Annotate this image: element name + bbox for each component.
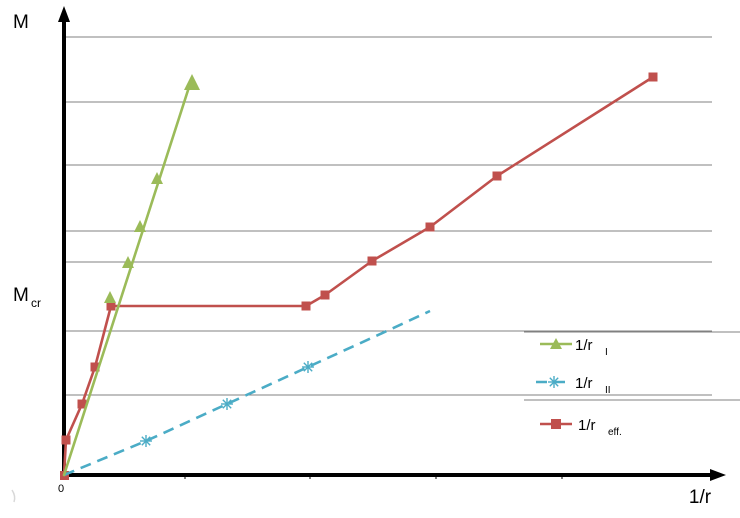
data-point-marker: [320, 290, 330, 300]
chart-legend: 1/r I 1/r II 1/r eff.: [524, 331, 740, 438]
series-markers-r-II: [140, 361, 314, 447]
y-axis-mcr-label: M cr: [13, 285, 41, 310]
series-1-r-eff: [60, 72, 658, 480]
triangle-icon: [550, 338, 562, 349]
data-point-marker: [61, 435, 71, 445]
data-point-marker: [140, 435, 152, 447]
series-line-r-I: [62, 82, 192, 477]
legend-label-main: 1/r: [578, 417, 596, 434]
data-point-marker: [106, 301, 116, 311]
data-point-marker: [492, 171, 502, 181]
data-point-marker: [104, 291, 116, 303]
origin-label: 0: [58, 483, 64, 495]
series-arrowhead: [184, 74, 200, 90]
data-point-marker: [367, 256, 377, 266]
data-point-marker: [90, 362, 100, 372]
series-markers-r-I: [104, 74, 200, 303]
x-axis-arrow: [710, 469, 726, 481]
series-1-r-I: [62, 74, 200, 477]
data-point-marker: [301, 301, 311, 311]
legend-item-r-I[interactable]: 1/r I: [540, 337, 608, 358]
data-point-marker: [134, 220, 146, 232]
y-axis-mcr-sub: cr: [31, 296, 41, 310]
y-axis-arrow: [58, 6, 70, 22]
legend-label-main: 1/r: [575, 375, 593, 392]
y-axis-mcr-main: M: [13, 285, 29, 306]
scan-artifact: [11, 489, 16, 503]
data-point-marker: [221, 398, 233, 410]
legend-label-sub: II: [605, 385, 611, 396]
data-point-marker: [122, 256, 134, 268]
y-axis-label: M: [13, 12, 29, 33]
x-axis-label: 1/r: [689, 487, 712, 508]
data-point-marker: [425, 222, 435, 232]
series-line-r-II: [63, 309, 431, 477]
data-point-marker: [302, 361, 314, 373]
legend-item-r-II[interactable]: 1/r II: [536, 375, 611, 396]
square-icon: [551, 419, 561, 429]
legend-label-main: 1/r: [575, 337, 593, 354]
series-1-r-II: [63, 309, 431, 477]
asterisk-icon: [548, 376, 560, 388]
legend-label-sub: I: [605, 347, 608, 358]
data-point-marker: [648, 72, 658, 82]
data-point-marker: [77, 399, 87, 409]
axes: [58, 6, 726, 481]
gridlines: [64, 36, 712, 396]
data-point-marker: [151, 172, 163, 184]
legend-item-r-eff[interactable]: 1/r eff.: [540, 417, 622, 438]
legend-label-sub: eff.: [608, 427, 622, 438]
